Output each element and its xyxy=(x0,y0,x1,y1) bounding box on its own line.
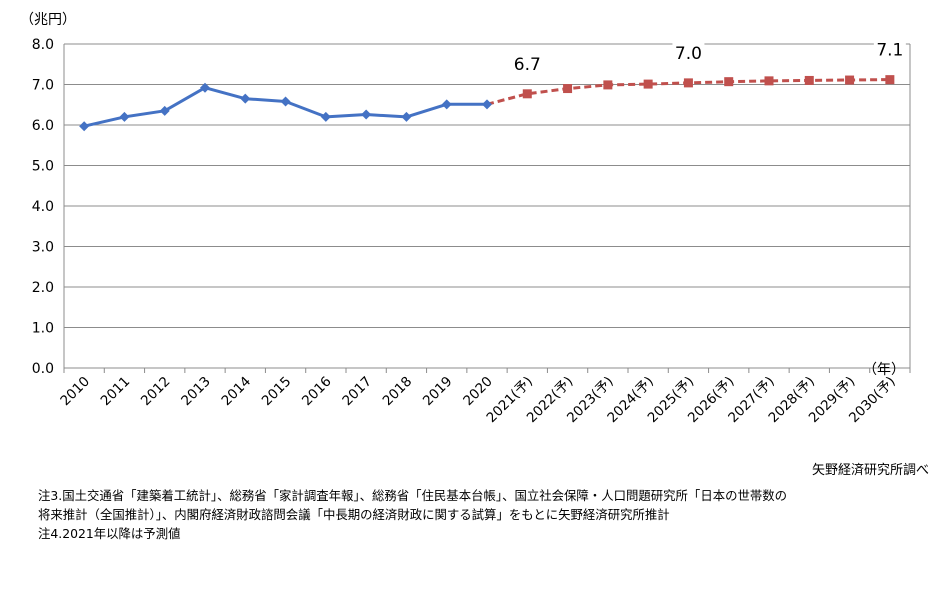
series-line-actual xyxy=(83,86,487,128)
x-tick-label: 2011 xyxy=(98,374,134,410)
data-point-forecast xyxy=(845,75,855,85)
y-tick-label: 5.0 xyxy=(32,159,54,175)
x-tick-label: 2016 xyxy=(299,374,335,410)
y-tick-label: 7.0 xyxy=(32,78,54,94)
data-point-forecast xyxy=(683,78,693,88)
data-point-actual xyxy=(320,111,331,122)
data-point-actual xyxy=(159,105,170,116)
data-point-forecast xyxy=(885,75,895,85)
gridlines xyxy=(64,43,910,328)
data-point-actual xyxy=(79,121,90,132)
data-point-actual xyxy=(280,96,291,107)
x-tick-label: 2014 xyxy=(219,374,255,410)
y-tick-label: 8.0 xyxy=(32,37,54,53)
data-point-actual xyxy=(482,99,492,110)
y-tick-label: 3.0 xyxy=(32,240,54,256)
annotation-bg xyxy=(511,51,544,76)
data-point-forecast xyxy=(522,89,532,99)
data-point-forecast xyxy=(603,80,613,90)
data-point-forecast xyxy=(804,75,814,85)
x-unit-label: （年） xyxy=(863,362,905,378)
source-label: 矢野経済研究所調べ xyxy=(811,463,929,478)
data-label: 7.0 xyxy=(675,44,702,64)
x-tick-label: 2018 xyxy=(380,374,416,410)
x-tick-label: 2012 xyxy=(138,374,174,410)
y-tick-label: 4.0 xyxy=(32,199,54,215)
data-label: 6.7 xyxy=(514,55,541,75)
data-point-actual xyxy=(361,109,372,120)
y-tick-label: 2.0 xyxy=(32,280,54,296)
x-tick-label: 2013 xyxy=(178,374,214,410)
note-line: 注3.国土交通省「建築着工統計」、総務省「家計調査年報」、総務省「住民基本台帳」… xyxy=(38,488,788,503)
data-point-actual xyxy=(240,93,251,104)
axes xyxy=(63,44,911,373)
data-point-actual xyxy=(441,99,452,110)
y-tick-label: 1.0 xyxy=(32,321,54,337)
y-unit-label: （兆円） xyxy=(20,12,76,28)
data-point-actual xyxy=(119,111,130,122)
data-point-forecast xyxy=(724,77,734,87)
series-layer xyxy=(79,75,895,132)
data-point-forecast xyxy=(643,79,653,89)
annotation-bg xyxy=(672,40,705,65)
y-tick-label: 6.0 xyxy=(32,118,54,134)
data-point-actual xyxy=(401,111,412,122)
notes: 注3.国土交通省「建築着工統計」、総務省「家計調査年報」、総務省「住民基本台帳」… xyxy=(38,486,787,543)
data-point-actual xyxy=(200,82,210,93)
x-tick-label: 2019 xyxy=(420,374,456,410)
data-point-forecast xyxy=(563,84,573,94)
note-line: 注4.2021年以降は予測値 xyxy=(38,526,181,541)
x-tick-label: 2010 xyxy=(57,374,93,410)
x-tick-label: 2020 xyxy=(460,374,496,410)
data-point-forecast xyxy=(764,76,774,86)
x-tick-label: 2015 xyxy=(259,374,295,410)
y-tick-label: 0.0 xyxy=(32,361,54,377)
note-line: 将来推計（全国推計）」、内閣府経済財政諮問会議「中長期の経済財政に関する試算」を… xyxy=(38,507,670,522)
x-tick-label: 2017 xyxy=(339,374,375,410)
annotation-bg xyxy=(873,37,906,62)
data-label: 7.1 xyxy=(876,41,903,61)
